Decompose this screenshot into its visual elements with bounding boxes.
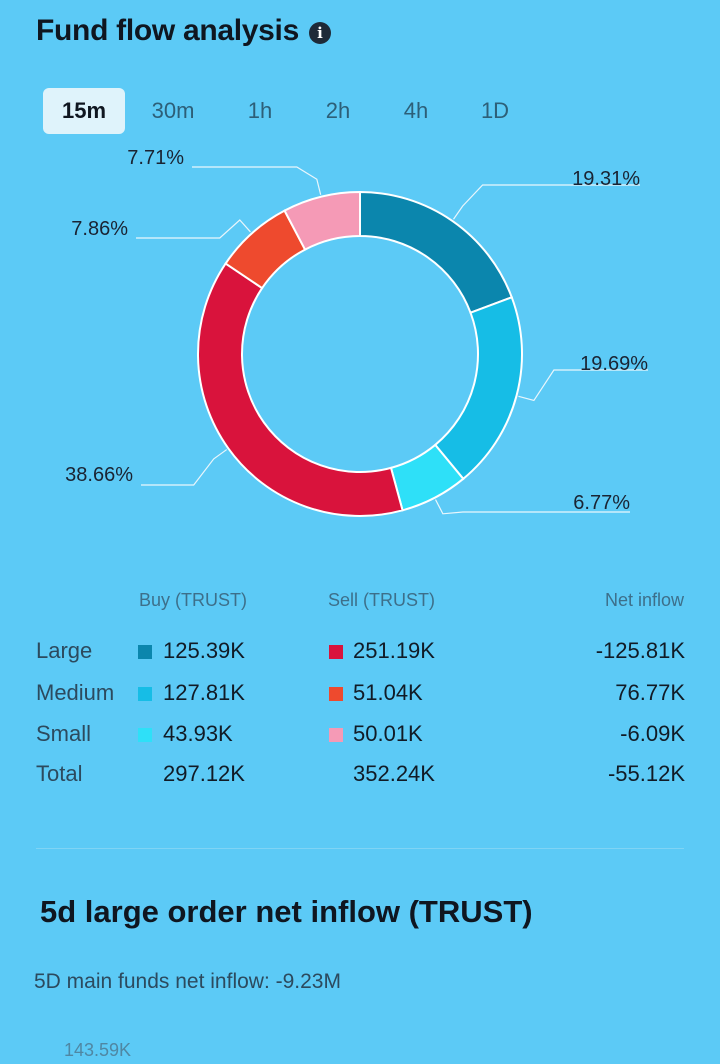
- donut-slice-buy-medium[interactable]: [433, 296, 523, 481]
- slice-percent-label: 38.66%: [65, 464, 133, 486]
- net-value: 76.77K: [615, 680, 685, 705]
- buy-value: 125.39K: [163, 638, 245, 663]
- slice-percent-label: 7.86%: [71, 218, 128, 240]
- header-sell: Sell (TRUST): [328, 590, 435, 610]
- leader-line: [136, 219, 251, 239]
- sell-small-swatch: [329, 728, 343, 742]
- row-label: Total: [36, 761, 83, 786]
- info-icon[interactable]: i: [308, 22, 331, 44]
- net-value: -6.09K: [620, 721, 685, 746]
- fund-flow-donut-chart: 19.31% 19.69% 6.77% 38.66% 7.86% 7.71%: [65, 147, 648, 517]
- donut-slice-sell-small[interactable]: [283, 190, 361, 251]
- tab-1d[interactable]: 1D: [480, 98, 510, 123]
- timeframe-tabs: 15m 30m 1h 2h 4h 1D: [43, 88, 535, 134]
- slice-percent-label: 6.77%: [573, 492, 630, 514]
- row-label: Medium: [36, 680, 115, 705]
- buy-small-swatch: [138, 728, 152, 742]
- sell-value: 50.01K: [353, 721, 423, 746]
- main-funds-net-inflow: 5D main funds net inflow: -9.23M: [34, 970, 341, 993]
- buy-total: 297.12K: [163, 761, 245, 786]
- sell-value: 51.04K: [353, 680, 423, 705]
- table-row-medium: Medium 127.81K 51.04K 76.77K: [0, 680, 720, 716]
- table-row-small: Small 43.93K 50.01K -6.09K: [0, 721, 720, 757]
- header-net: Net inflow: [604, 590, 684, 610]
- sell-value: 251.19K: [353, 638, 435, 663]
- section-divider: [36, 848, 684, 849]
- leader-line: [141, 449, 228, 486]
- slice-percent-label: 19.31%: [572, 168, 640, 190]
- header-buy: Buy (TRUST): [139, 590, 247, 610]
- tab-30m[interactable]: 30m: [151, 98, 195, 123]
- row-label: Small: [36, 721, 92, 746]
- buy-value: 43.93K: [163, 721, 233, 746]
- page-title: Fund flow analysis: [36, 14, 299, 47]
- tab-1h[interactable]: 1h: [247, 98, 273, 123]
- tab-2h[interactable]: 2h: [325, 98, 351, 123]
- section-title: 5d large order net inflow (TRUST): [40, 894, 533, 929]
- title-row: Fund flow analysis i: [36, 14, 331, 48]
- table-row-large: Large 125.39K 251.19K -125.81K: [0, 638, 720, 674]
- net-value: -125.81K: [595, 638, 685, 663]
- sell-medium-swatch: [329, 687, 343, 701]
- sell-large-swatch: [329, 645, 343, 659]
- leader-line: [518, 369, 648, 402]
- leader-line: [453, 184, 640, 220]
- slice-percent-label: 7.71%: [127, 147, 184, 169]
- donut-slice-sell-large[interactable]: [197, 262, 404, 517]
- donut-slice-buy-large[interactable]: [359, 190, 514, 314]
- buy-large-swatch: [138, 645, 152, 659]
- leader-line: [434, 499, 630, 515]
- buy-value: 127.81K: [163, 680, 245, 705]
- net-total: -55.12K: [607, 761, 685, 786]
- sell-total: 352.24K: [353, 761, 435, 786]
- tab-15m[interactable]: 15m: [43, 88, 125, 134]
- buy-medium-swatch: [138, 687, 152, 701]
- y-axis-label: 143.59K: [64, 1040, 132, 1060]
- table-row-total: Total 297.12K 352.24K -55.12K: [0, 761, 720, 797]
- row-label: Large: [36, 638, 93, 663]
- slice-percent-label: 19.69%: [580, 353, 648, 375]
- tab-4h[interactable]: 4h: [403, 98, 429, 123]
- leader-line: [192, 166, 322, 195]
